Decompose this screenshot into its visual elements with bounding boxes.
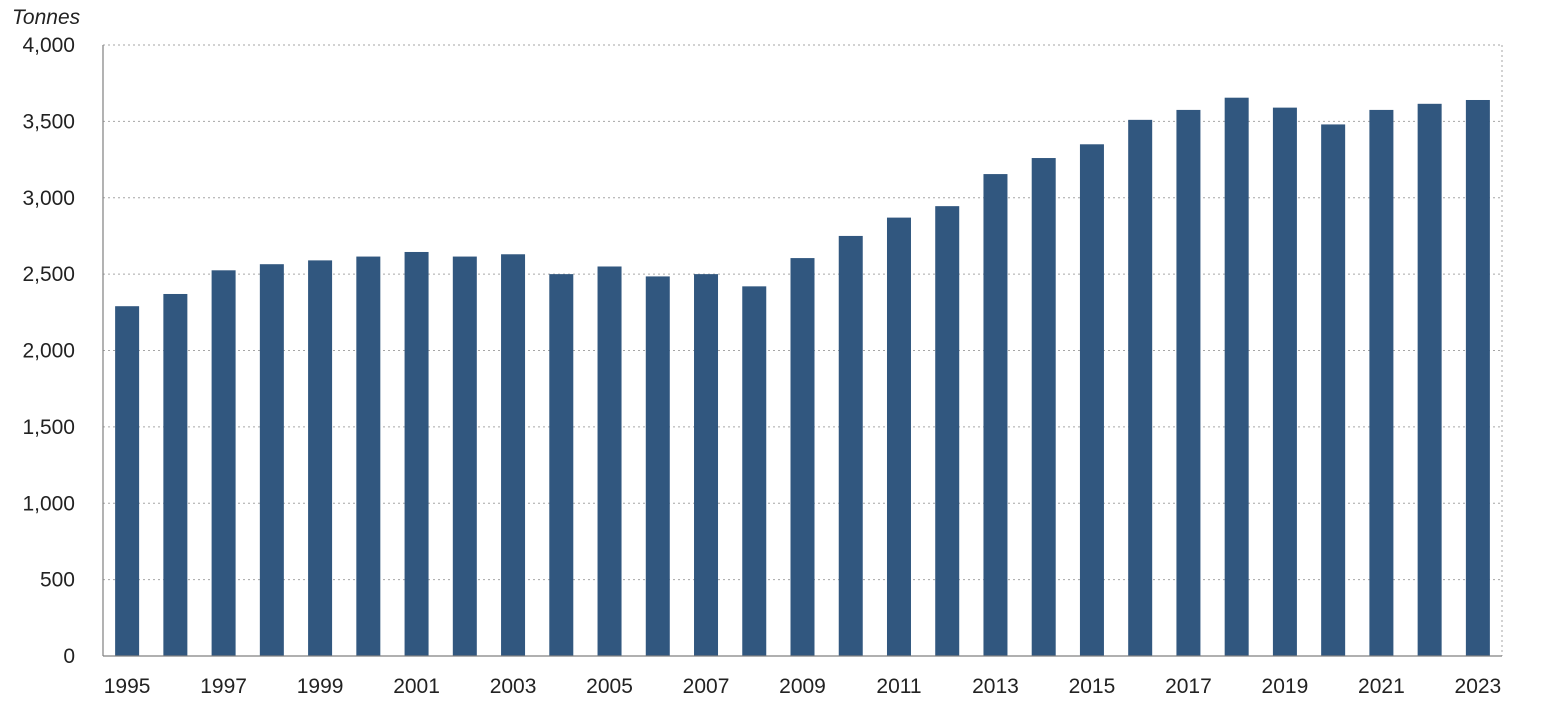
y-axis-unit-label: Tonnes [12, 6, 81, 29]
bar-1996 [163, 293, 188, 656]
bar-2006 [645, 276, 670, 656]
bar-1997 [211, 270, 236, 656]
y-tick-label: 0 [63, 645, 75, 668]
x-tick-label: 1995 [104, 675, 151, 698]
y-tick-label: 1,000 [22, 492, 75, 515]
y-tick-label: 4,000 [22, 34, 75, 57]
x-tick-label: 2011 [876, 675, 921, 698]
x-tick-label: 2005 [586, 675, 633, 698]
bar-2021 [1369, 109, 1394, 656]
bar-2000 [356, 256, 381, 656]
x-tick-label: 2023 [1455, 675, 1502, 698]
bar-2022 [1417, 103, 1442, 657]
y-tick-label: 500 [40, 569, 75, 592]
x-tick-label: 2019 [1262, 675, 1309, 698]
bar-2018 [1224, 97, 1249, 657]
bar-2001 [404, 251, 429, 656]
x-tick-label: 2003 [490, 675, 537, 698]
y-tick-label: 2,500 [22, 263, 75, 286]
axes [102, 45, 1502, 657]
bar-2014 [1031, 158, 1056, 656]
y-axis-tick-labels: 0 500 1,000 1,500 2,000 2,500 3,000 3,500 4,000 [22, 34, 75, 668]
bar-2008 [742, 286, 767, 656]
x-tick-label: 2017 [1165, 675, 1212, 698]
bar-2003 [501, 254, 526, 656]
bar-2009 [790, 258, 815, 656]
bar-2011 [886, 217, 911, 657]
x-tick-label: 2001 [393, 675, 440, 698]
x-axis-tick-labels: 1995 1997 1999 2001 2003 2005 2007 2009 2011 2013… [104, 675, 1501, 698]
bar-1995 [115, 306, 140, 656]
bar-2019 [1272, 107, 1297, 656]
x-tick-label: 1997 [200, 675, 247, 698]
y-tick-label: 3,500 [22, 110, 75, 133]
bar-2007 [694, 274, 719, 656]
bar-2015 [1079, 144, 1104, 656]
bar-1999 [308, 260, 333, 656]
x-tick-label: 2015 [1069, 675, 1116, 698]
bars [115, 97, 1490, 657]
y-tick-label: 1,500 [22, 416, 75, 439]
bar-2020 [1321, 124, 1346, 657]
y-tick-label: 3,000 [22, 187, 75, 210]
x-tick-label: 2009 [779, 675, 826, 698]
bar-2005 [597, 266, 622, 656]
bar-2012 [935, 206, 960, 656]
bar-2023 [1465, 99, 1490, 657]
bar-2004 [549, 274, 574, 656]
bar-2002 [452, 256, 477, 656]
y-tick-label: 2,000 [22, 340, 75, 363]
bar-2017 [1176, 109, 1201, 656]
bar-2016 [1128, 119, 1153, 656]
x-tick-label: 1999 [297, 675, 344, 698]
gridlines [103, 44, 1503, 656]
x-tick-label: 2007 [683, 675, 730, 698]
x-tick-label: 2013 [972, 675, 1019, 698]
x-tick-label: 2021 [1358, 675, 1405, 698]
bar-1998 [259, 264, 284, 656]
bar-2010 [838, 235, 863, 656]
bar-2013 [983, 174, 1008, 657]
